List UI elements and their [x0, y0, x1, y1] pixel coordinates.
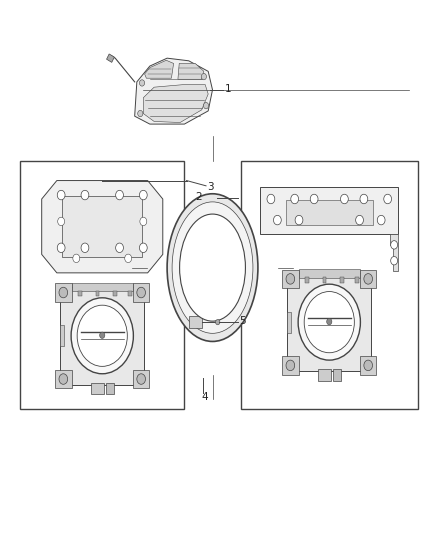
Bar [323, 277, 326, 282]
Ellipse shape [180, 214, 245, 321]
Circle shape [58, 217, 65, 225]
Bar [133, 284, 149, 302]
Bar [106, 383, 114, 394]
Circle shape [356, 215, 364, 225]
Bar [287, 273, 371, 371]
Circle shape [73, 254, 80, 263]
Text: 2: 2 [195, 192, 202, 202]
Text: 3: 3 [207, 182, 213, 192]
Bar [282, 356, 299, 375]
Bar [128, 291, 132, 296]
Circle shape [291, 194, 299, 204]
Circle shape [59, 287, 67, 298]
Circle shape [81, 243, 89, 253]
Circle shape [59, 374, 67, 384]
Circle shape [310, 194, 318, 204]
Bar [72, 283, 133, 292]
Polygon shape [390, 235, 399, 271]
Bar [360, 356, 376, 375]
Text: 1: 1 [225, 84, 231, 94]
Circle shape [286, 273, 295, 284]
Circle shape [215, 319, 220, 325]
Circle shape [57, 243, 65, 253]
Circle shape [139, 80, 145, 86]
Bar [60, 287, 145, 385]
Circle shape [391, 256, 398, 265]
Bar [240, 161, 418, 409]
Circle shape [364, 273, 372, 284]
Circle shape [81, 190, 89, 200]
Bar [299, 269, 360, 278]
Circle shape [57, 190, 65, 200]
Circle shape [203, 102, 208, 109]
Circle shape [138, 110, 143, 117]
Circle shape [137, 374, 145, 384]
Circle shape [298, 284, 360, 360]
Bar [62, 196, 142, 257]
Circle shape [71, 298, 134, 374]
Bar [78, 291, 82, 296]
Circle shape [327, 318, 332, 325]
Bar [333, 369, 341, 381]
Bar [286, 200, 372, 225]
Bar [133, 370, 149, 388]
Circle shape [360, 194, 368, 204]
Bar [360, 270, 376, 288]
Circle shape [364, 360, 372, 370]
Polygon shape [42, 181, 163, 273]
Bar [355, 277, 359, 282]
Text: 4: 4 [201, 392, 208, 402]
Circle shape [100, 332, 105, 338]
Circle shape [391, 241, 398, 249]
Circle shape [267, 194, 275, 204]
Circle shape [116, 243, 124, 253]
Bar [260, 187, 399, 235]
Bar [318, 369, 332, 381]
Ellipse shape [172, 202, 253, 333]
Circle shape [286, 360, 295, 370]
Circle shape [125, 254, 132, 263]
Circle shape [384, 194, 392, 204]
Bar [96, 291, 99, 296]
Circle shape [340, 194, 348, 204]
Circle shape [139, 243, 147, 253]
Bar [20, 161, 184, 409]
Bar [287, 312, 291, 333]
Ellipse shape [167, 194, 258, 342]
Bar [92, 383, 104, 394]
Bar [55, 370, 71, 388]
Circle shape [304, 292, 354, 353]
Circle shape [295, 215, 303, 225]
Circle shape [77, 305, 127, 366]
Polygon shape [143, 85, 208, 123]
Bar [60, 325, 64, 346]
Polygon shape [106, 54, 114, 62]
Polygon shape [145, 60, 173, 78]
Circle shape [201, 74, 206, 80]
Bar [189, 317, 202, 328]
Bar [282, 270, 299, 288]
Circle shape [273, 215, 281, 225]
Bar [305, 277, 309, 282]
Bar [340, 277, 343, 282]
Bar [113, 291, 117, 296]
Polygon shape [134, 58, 212, 124]
Circle shape [116, 190, 124, 200]
Circle shape [140, 217, 147, 225]
Circle shape [377, 215, 385, 225]
Bar [55, 284, 71, 302]
Circle shape [139, 190, 147, 200]
Circle shape [137, 287, 145, 298]
Polygon shape [178, 63, 204, 79]
Text: 5: 5 [239, 316, 246, 326]
